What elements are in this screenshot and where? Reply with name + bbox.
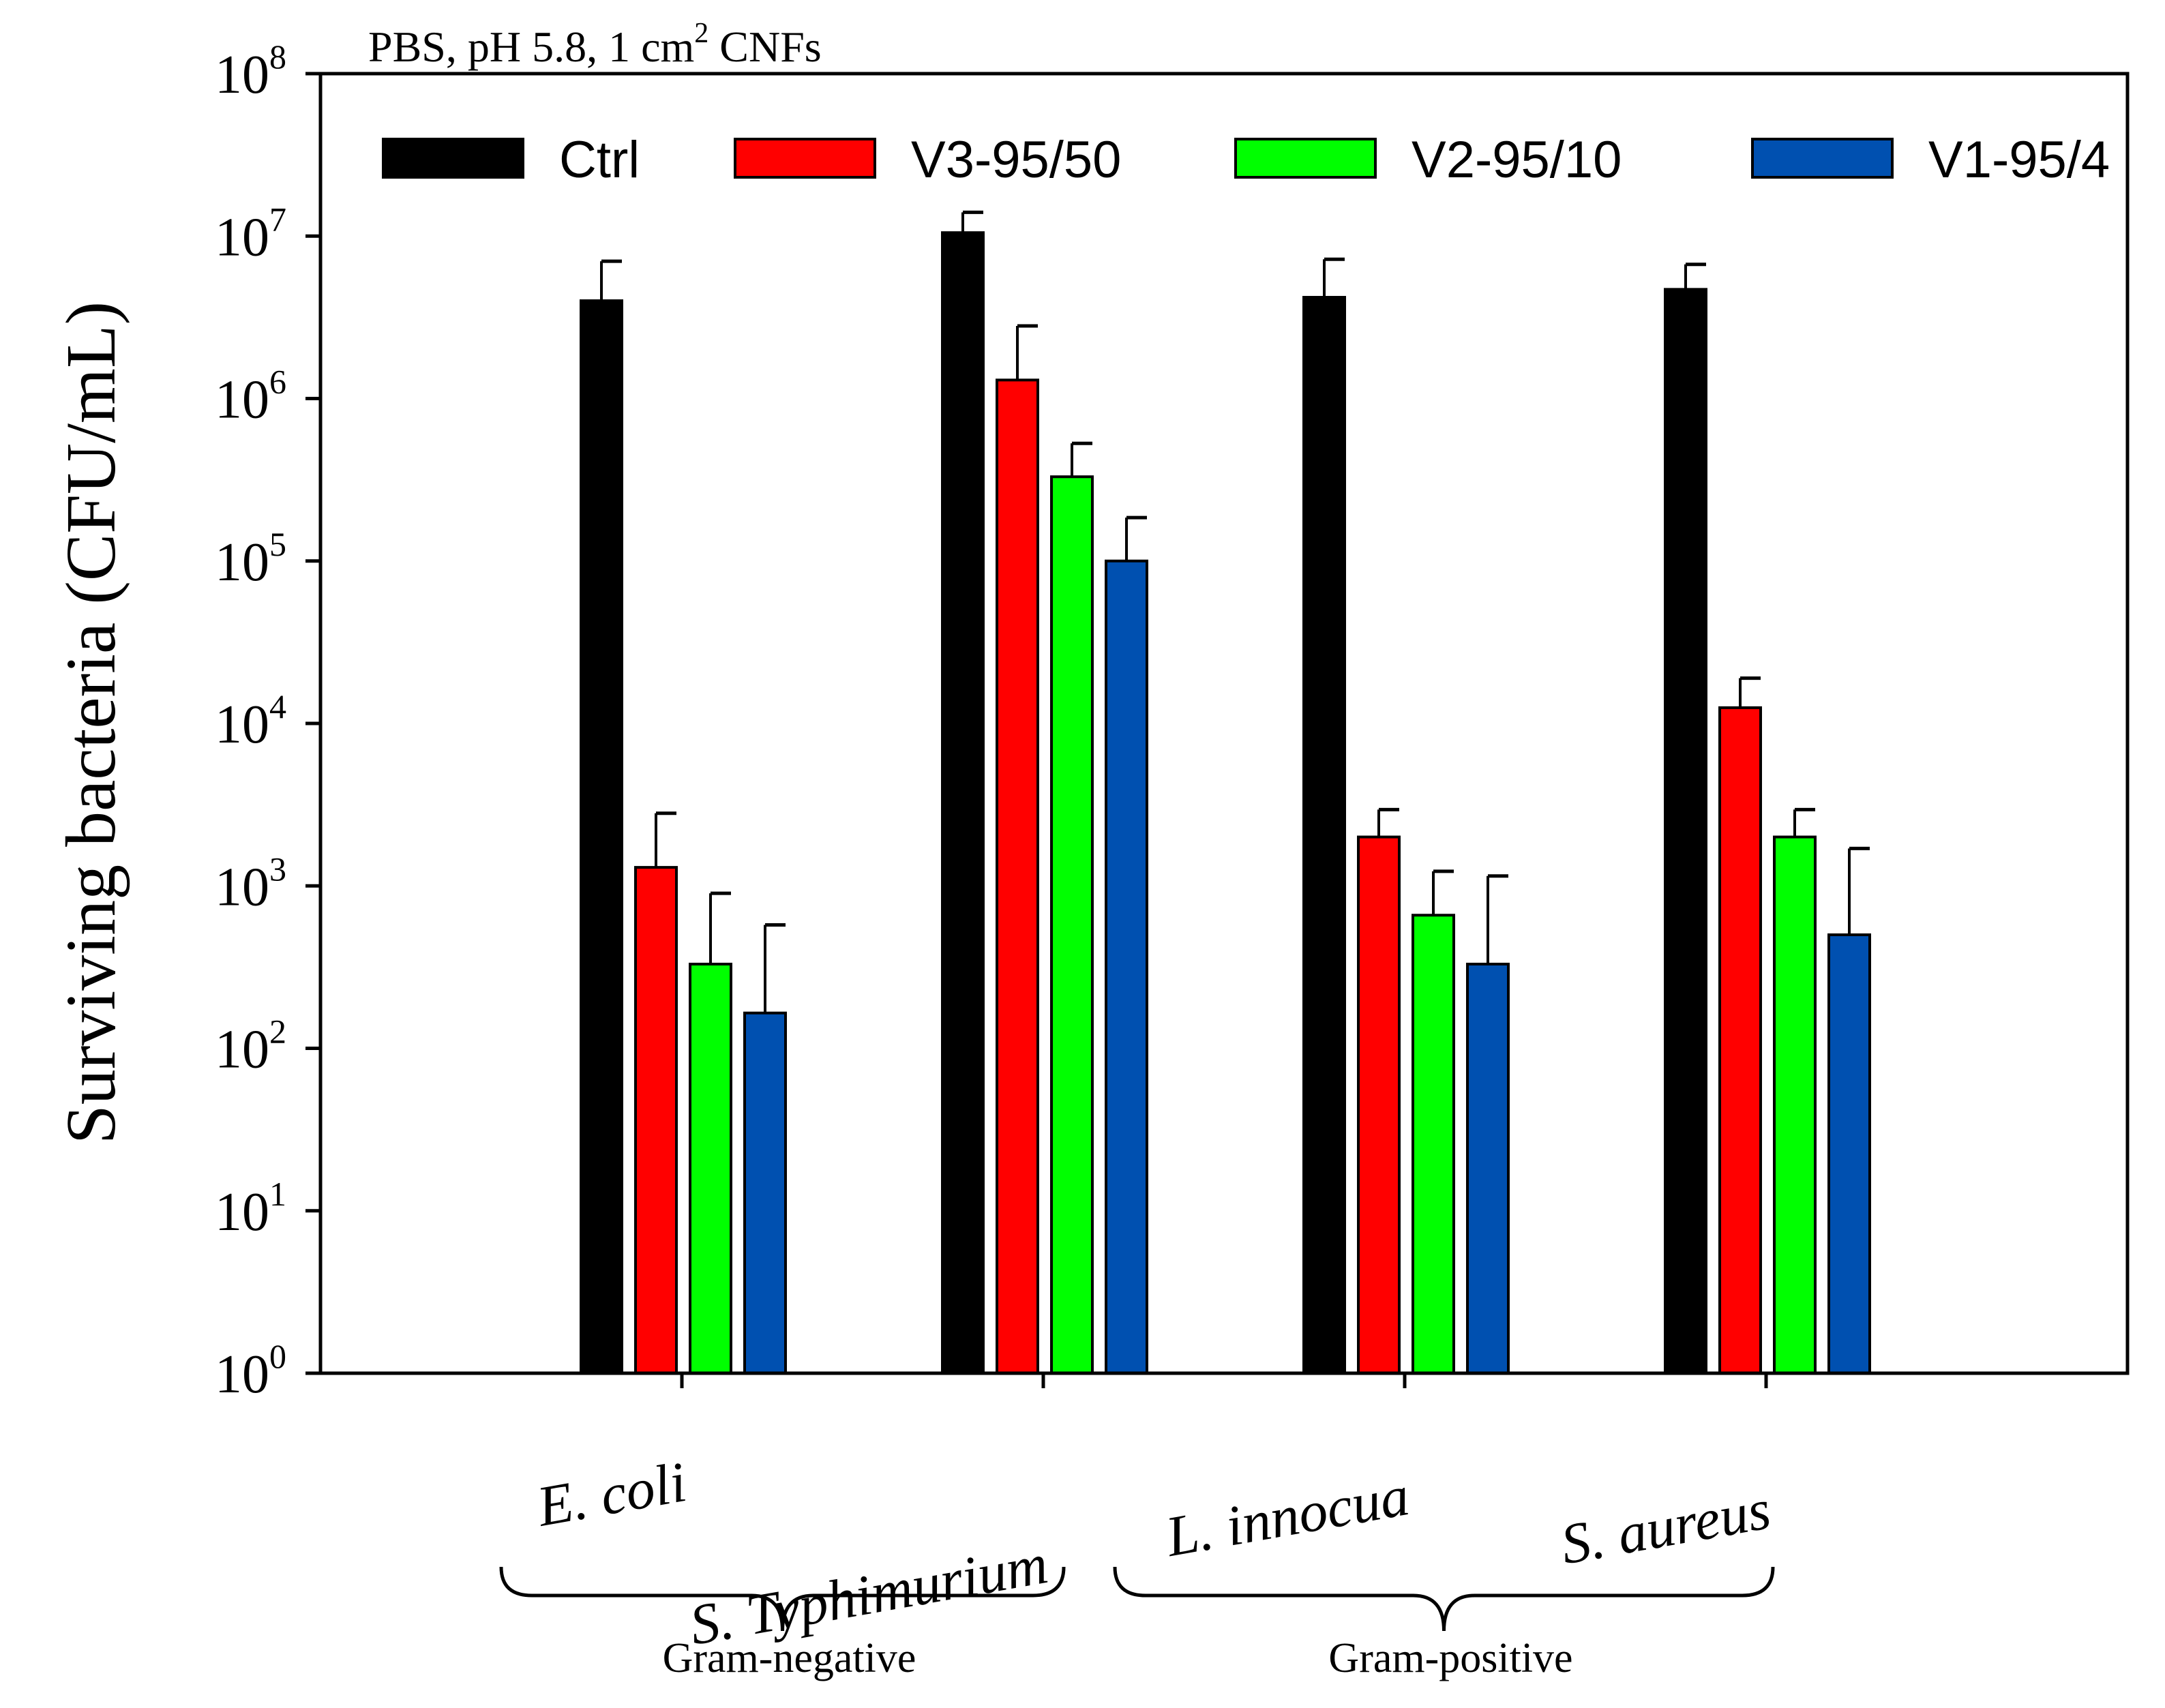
bar-v2-95-10-s-aureus (1773, 835, 1817, 1375)
y-tick-exponent: 4 (269, 687, 286, 725)
group-brace (499, 1566, 1066, 1632)
x-category-label: E. coli (532, 1450, 691, 1539)
group-label: Gram-negative (663, 1635, 916, 1681)
bar-ctrl-s-typhimurium (941, 231, 985, 1375)
legend-swatch (382, 138, 524, 179)
chart-annotation: PBS, pH 5.8, 1 cm2 CNFs (368, 18, 822, 71)
bar-v1-95-4-s-typhimurium (1105, 559, 1148, 1375)
y-tick-label: 104 (215, 687, 286, 755)
y-tick-label: 103 (215, 850, 286, 917)
bar-ctrl-e-coli (580, 299, 623, 1375)
y-tick-label: 101 (215, 1175, 286, 1242)
bar-v3-95-50-l-innocua (1357, 835, 1401, 1375)
y-tick-base: 10 (215, 1182, 269, 1242)
legend-label: Ctrl (559, 131, 640, 189)
bar-v3-95-50-s-typhimurium (996, 378, 1039, 1375)
bar-ctrl-l-innocua (1302, 296, 1346, 1375)
y-tick-exponent: 7 (269, 200, 286, 238)
annotation-text: PBS, pH 5.8, 1 cm (368, 23, 694, 71)
bar-v3-95-50-s-aureus (1718, 706, 1762, 1375)
bar-v2-95-10-l-innocua (1412, 914, 1455, 1375)
y-tick-exponent: 5 (269, 525, 286, 563)
legend-label: V1-95/4 (1928, 131, 2110, 189)
bars-layer (580, 231, 1871, 1375)
bar-v2-95-10-s-typhimurium (1050, 475, 1094, 1375)
legend-label: V3-95/50 (911, 131, 1121, 189)
bar-v1-95-4-s-aureus (1827, 933, 1871, 1375)
annotation-superscript: 2 (694, 18, 708, 49)
y-tick-base: 10 (215, 533, 269, 593)
y-tick-base: 10 (215, 370, 269, 430)
y-axis-label: Surviving bacteria (CFU/mL) (52, 301, 130, 1144)
y-tick-label: 108 (215, 38, 286, 105)
bar-v1-95-4-e-coli (743, 1011, 787, 1375)
group-brace (1113, 1566, 1775, 1632)
legend-swatch (1751, 138, 1894, 179)
group-brackets: Gram-negative Gram-positive (499, 1566, 1775, 1681)
y-tick-base: 10 (215, 695, 269, 755)
x-category-label: L. innocua (1161, 1464, 1414, 1569)
y-tick-label: 107 (215, 200, 286, 267)
legend-swatch (734, 138, 876, 179)
y-tick-label: 106 (215, 363, 286, 430)
y-tick-base: 10 (215, 1020, 269, 1080)
legend-swatch (1234, 138, 1377, 179)
group-label: Gram-positive (1328, 1635, 1572, 1681)
bar-v2-95-10-e-coli (689, 962, 732, 1375)
legend-label: V2-95/10 (1412, 131, 1622, 189)
y-tick-exponent: 6 (269, 363, 286, 401)
y-tick-label: 105 (215, 525, 286, 593)
annotation-suffix: CNFs (708, 23, 821, 71)
bar-v3-95-50-e-coli (634, 866, 678, 1375)
y-tick-label: 100 (215, 1337, 286, 1405)
y-tick-base: 10 (215, 207, 269, 267)
y-tick-base: 10 (215, 857, 269, 917)
error-bars-layer (600, 210, 1870, 1013)
y-tick-exponent: 2 (269, 1013, 286, 1051)
bar-ctrl-s-aureus (1664, 288, 1707, 1375)
y-tick-base: 10 (215, 1345, 269, 1405)
x-category-label: S. aureus (1556, 1478, 1775, 1576)
y-tick-exponent: 1 (269, 1175, 286, 1213)
y-tick-label: 102 (215, 1013, 286, 1080)
y-tick-exponent: 3 (269, 850, 286, 888)
legend: Ctrl V3-95/50 V2-95/10 V1-95/4 (382, 131, 2110, 189)
y-tick-exponent: 0 (269, 1337, 286, 1375)
bar-v1-95-4-l-innocua (1466, 962, 1510, 1375)
y-tick-exponent: 8 (269, 38, 286, 76)
y-tick-base: 10 (215, 45, 269, 105)
